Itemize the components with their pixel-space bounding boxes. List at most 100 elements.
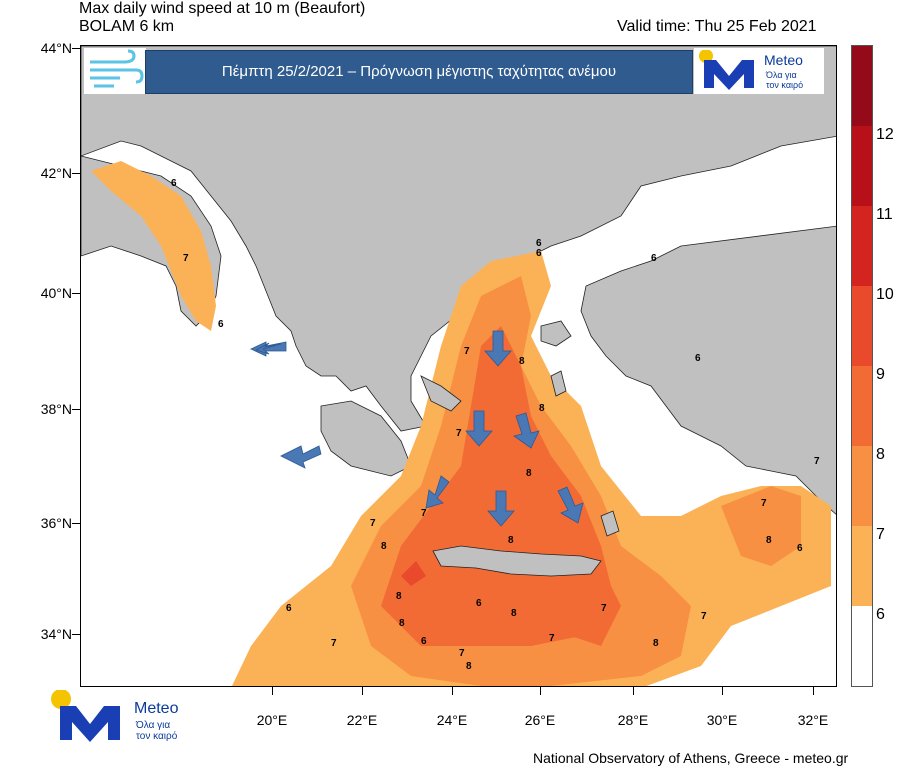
colorbar-segment — [852, 606, 872, 686]
contour-label: 7 — [183, 253, 189, 264]
contour-label: 8 — [539, 403, 545, 414]
land-crete-top — [432, 545, 602, 577]
contour-label: 6 — [797, 543, 803, 554]
lat-tick — [72, 293, 80, 294]
lat-label-34: 34°N — [40, 626, 72, 642]
meteo-word-bottom: Meteo — [134, 700, 179, 717]
lat-tick — [72, 48, 80, 49]
meteo-tagline-2: τον καιρό — [766, 80, 804, 90]
meteo-m-logo-icon — [51, 690, 120, 742]
islands-layer — [420, 320, 620, 577]
lon-label-20: 20°E — [256, 712, 288, 728]
arrow-south-4 — [487, 490, 515, 527]
colorbar-segment — [852, 46, 872, 126]
contour-label: 8 — [396, 591, 402, 602]
lat-label-42: 42°N — [40, 165, 72, 181]
colorbar-segment — [852, 366, 872, 446]
land-chios — [550, 370, 567, 397]
contour-label: 6 — [536, 248, 542, 259]
colorbar-label-12: 12 — [876, 126, 894, 143]
contour-label: 6 — [651, 253, 657, 264]
lon-label-22: 22°E — [346, 712, 378, 728]
lon-tick — [540, 687, 541, 695]
contour-band-7-east — [721, 486, 801, 566]
lat-tick — [72, 173, 80, 174]
contour-label: 7 — [370, 518, 376, 529]
contour-label: 7 — [701, 611, 707, 622]
contour-label: 6 — [218, 319, 224, 330]
contour-band-6-italy — [91, 161, 216, 331]
arrow-west-1 — [250, 341, 287, 357]
contour-label: 6 — [286, 603, 292, 614]
lon-tick — [362, 687, 363, 695]
arrow-south-2 — [465, 410, 493, 447]
lon-label-26: 26°E — [524, 712, 556, 728]
contour-label: 7 — [421, 508, 427, 519]
colorbar — [851, 45, 873, 687]
colorbar-label-7: 7 — [876, 526, 885, 543]
land-evia — [420, 375, 462, 412]
contour-label: 7 — [456, 428, 462, 439]
contour-label: 8 — [653, 638, 659, 649]
arrow-south-3 — [513, 412, 540, 449]
valid-time: Valid time: Thu 25 Feb 2021 — [617, 18, 817, 35]
lat-tick — [72, 409, 80, 410]
contour-label: 7 — [464, 346, 470, 357]
lon-tick — [272, 687, 273, 695]
colorbar-label-9: 9 — [876, 366, 885, 383]
lat-tick — [72, 634, 80, 635]
lon-label-24: 24°E — [436, 712, 468, 728]
forecast-banner: Πέμπτη 25/2/2021 – Πρόγνωση μέγιστης ταχ… — [145, 50, 693, 94]
lon-label-28: 28°E — [617, 712, 649, 728]
land-turkey — [580, 225, 836, 515]
lon-label-30: 30°E — [706, 712, 738, 728]
lat-label-40: 40°N — [40, 285, 72, 301]
meteo-logo-bottom: Meteo Όλα για τον καιρό — [48, 690, 208, 742]
contour-label: 6 — [171, 178, 177, 189]
contour-label: 8 — [508, 535, 514, 546]
arrow-south-1 — [484, 330, 512, 367]
arrow-southwest-2 — [425, 475, 450, 509]
chart-title: Max daily wind speed at 10 m (Beaufort) — [79, 0, 366, 17]
lon-tick — [633, 687, 634, 695]
contour-label: 6 — [695, 353, 701, 364]
land-peloponnese — [320, 400, 412, 477]
colorbar-label-11: 11 — [876, 206, 893, 223]
footer-credit: National Observatory of Athens, Greece -… — [533, 750, 849, 766]
lon-tick — [722, 687, 723, 695]
wind-logo — [84, 48, 146, 94]
land-rhodes — [600, 510, 620, 537]
colorbar-segment — [852, 526, 872, 606]
contour-label: 6 — [476, 598, 482, 609]
meteo-tagline-bottom-1: Όλα για — [136, 720, 171, 731]
lon-tick — [452, 687, 453, 695]
contour-label: 7 — [601, 603, 607, 614]
colorbar-segment — [852, 446, 872, 526]
contour-label: 8 — [766, 535, 772, 546]
lon-label-32: 32°E — [797, 712, 829, 728]
meteo-logo-top: Meteo Όλα για τον καιρό — [694, 48, 824, 94]
contour-label: 7 — [331, 638, 337, 649]
wind-icon — [90, 49, 144, 88]
contour-label: 8 — [519, 356, 525, 367]
contour-label: 8 — [381, 541, 387, 552]
arrow-southeast-1 — [557, 486, 584, 524]
lat-label-38: 38°N — [40, 401, 72, 417]
colorbar-segment — [852, 126, 872, 206]
colorbar-segment — [852, 206, 872, 286]
contour-label: 7 — [549, 633, 555, 644]
lat-label-44: 44°N — [40, 40, 72, 56]
meteo-tagline-1: Όλα για — [766, 70, 797, 80]
contour-label: 8 — [466, 661, 472, 672]
contour-label: 7 — [459, 648, 465, 659]
contour-label: 8 — [526, 468, 532, 479]
lat-tick — [72, 523, 80, 524]
wind-arrows — [250, 330, 584, 527]
meteo-word: Meteo — [764, 52, 803, 68]
lat-label-36: 36°N — [40, 515, 72, 531]
contour-label: 8 — [511, 608, 517, 619]
land-lesvos — [540, 320, 572, 347]
